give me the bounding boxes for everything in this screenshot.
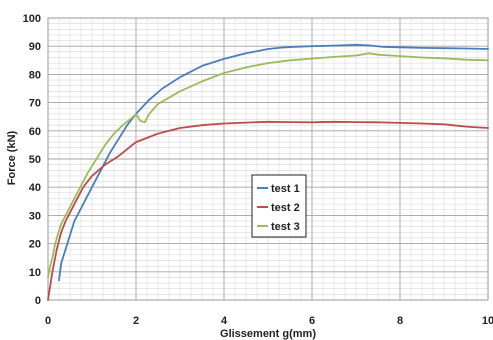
series-line-3 bbox=[47, 52, 489, 279]
y-tick-label: 60 bbox=[29, 126, 41, 138]
y-tick-label: 30 bbox=[29, 210, 41, 222]
x-tick-label: 6 bbox=[309, 315, 315, 327]
legend-label-3: test 3 bbox=[271, 221, 300, 233]
y-tick-label: 50 bbox=[29, 154, 41, 166]
y-tick-label: 10 bbox=[29, 267, 41, 279]
legend-label-1: test 1 bbox=[271, 183, 300, 195]
y-tick-label: 70 bbox=[29, 98, 41, 110]
x-axis-label: Glissement g(mm) bbox=[220, 328, 316, 340]
y-tick-label: 40 bbox=[29, 182, 41, 194]
y-axis-label: Force (kN) bbox=[6, 130, 18, 185]
series-line-1 bbox=[58, 43, 489, 282]
y-tick-label: 90 bbox=[29, 41, 41, 53]
y-tick-label: 100 bbox=[23, 13, 41, 25]
x-tick-label: 2 bbox=[133, 315, 139, 327]
x-tick-label: 10 bbox=[482, 315, 493, 327]
y-tick-label: 0 bbox=[35, 295, 41, 307]
x-tick-label: 0 bbox=[45, 315, 51, 327]
y-tick-labels: 0 10 20 30 40 50 60 70 80 90 100 bbox=[23, 13, 41, 307]
y-tick-label: 20 bbox=[29, 239, 41, 251]
x-tick-labels: 0 2 4 6 8 10 bbox=[45, 315, 493, 327]
x-tick-label: 4 bbox=[221, 315, 228, 327]
plot-area-frame bbox=[47, 17, 489, 301]
x-tick-label: 8 bbox=[397, 315, 403, 327]
y-tick-label: 80 bbox=[29, 69, 41, 81]
legend-label-2: test 2 bbox=[271, 202, 300, 214]
legend: test 1 test 2 test 3 bbox=[251, 174, 307, 238]
series-line-2 bbox=[47, 120, 489, 301]
series-layer bbox=[47, 43, 489, 301]
